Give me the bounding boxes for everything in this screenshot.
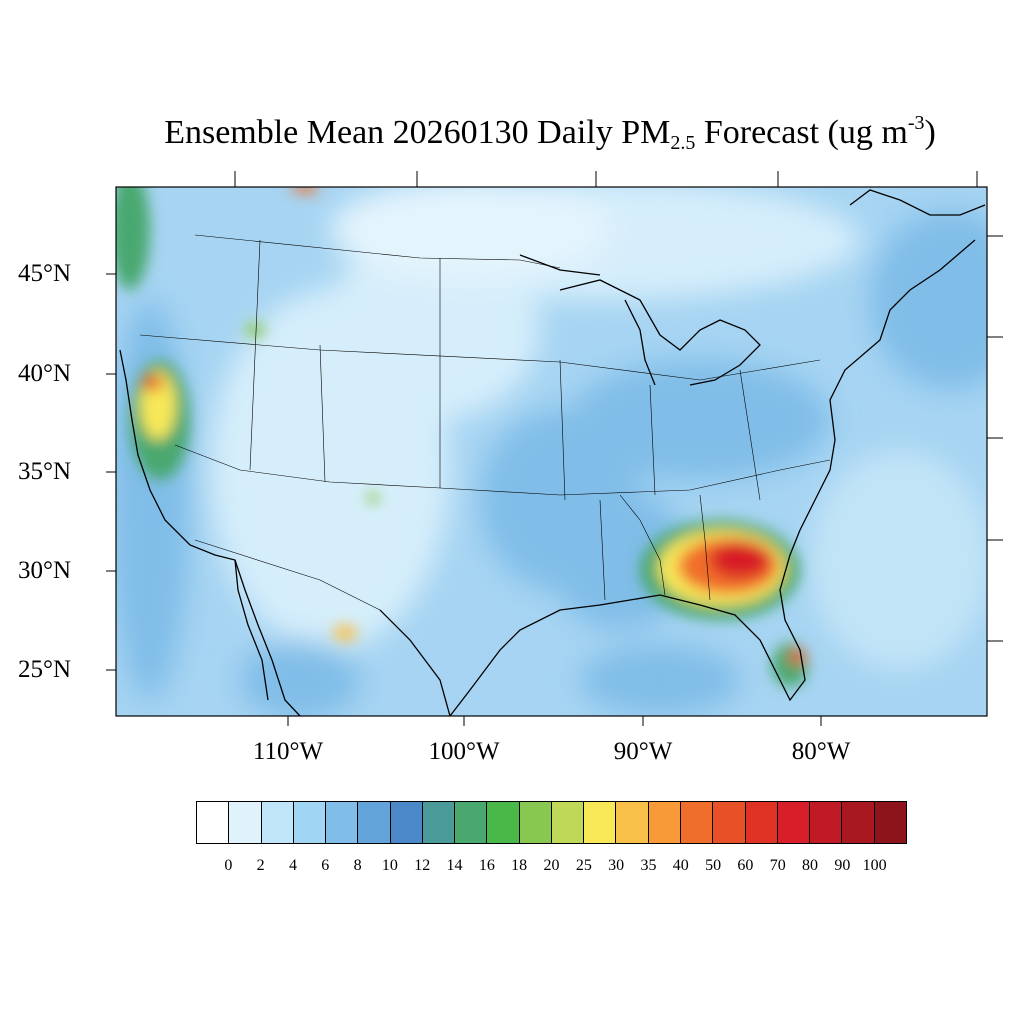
borders — [139, 234, 831, 611]
colorbar-box — [197, 802, 230, 843]
lat-label-35n: 35°N — [18, 458, 72, 485]
lon-label-100w: 100°W — [428, 738, 500, 765]
colorbar-box — [584, 802, 617, 843]
lat-label-25n: 25°N — [18, 656, 72, 683]
colorbar-label: 30 — [608, 857, 625, 874]
colorbar-box — [390, 802, 423, 843]
colorbar-box — [229, 802, 262, 843]
coastlines — [119, 189, 986, 716]
colorbar-box — [422, 802, 456, 843]
lat-label-30n: 30°N — [18, 557, 72, 584]
colorbar-box — [842, 802, 875, 843]
colorbar-box — [455, 802, 488, 843]
lon-label-110w: 110°W — [252, 738, 324, 765]
colorbar-box — [680, 802, 714, 843]
colorbar-label: 18 — [511, 857, 528, 874]
colorbar-label: 16 — [478, 857, 495, 874]
colorbar-box — [358, 802, 391, 843]
colorbar-label: 20 — [543, 857, 560, 874]
colorbar-label: 35 — [640, 857, 657, 874]
colorbar-label: 4 — [288, 857, 297, 874]
colorbar-label: 80 — [802, 857, 819, 874]
colorbar-box — [648, 802, 681, 843]
colorbar-label: 8 — [353, 857, 362, 874]
colorbar-label: 10 — [381, 857, 398, 874]
colorbar-box — [777, 802, 811, 843]
colorbar-label: 14 — [446, 857, 463, 874]
colorbar-box — [810, 802, 843, 843]
colorbar-box — [616, 802, 649, 843]
colorbar — [196, 801, 907, 844]
colorbar-label: 100 — [862, 857, 887, 874]
colorbar-label: 0 — [224, 857, 233, 874]
concentration-field — [116, 187, 987, 716]
colorbar-label: 40 — [672, 857, 689, 874]
chart-title: Ensemble Mean 20260130 Daily PM2.5 Forec… — [164, 112, 936, 154]
colorbar-label: 70 — [769, 857, 786, 874]
colorbar-label: 12 — [414, 857, 431, 874]
lat-label-40n: 40°N — [18, 360, 72, 387]
lat-label-45n: 45°N — [18, 260, 72, 287]
colorbar-box — [519, 802, 552, 843]
lon-label-80w: 80°W — [791, 738, 851, 765]
colorbar-box — [487, 802, 520, 843]
map-frame — [115, 186, 988, 717]
colorbar-label: 50 — [705, 857, 722, 874]
colorbar-box — [293, 802, 327, 843]
colorbar-label: 25 — [575, 857, 592, 874]
colorbar-box — [874, 802, 906, 843]
colorbar-label: 2 — [256, 857, 265, 874]
colorbar-label: 90 — [834, 857, 851, 874]
colorbar-box — [261, 802, 294, 843]
colorbar-label: 60 — [737, 857, 754, 874]
colorbar-box — [326, 802, 359, 843]
colorbar-box — [551, 802, 585, 843]
colorbar-box — [745, 802, 778, 843]
colorbar-label: 6 — [321, 857, 330, 874]
lon-label-90w: 90°W — [613, 738, 673, 765]
map-ticks — [106, 171, 1003, 726]
colorbar-box — [713, 802, 746, 843]
